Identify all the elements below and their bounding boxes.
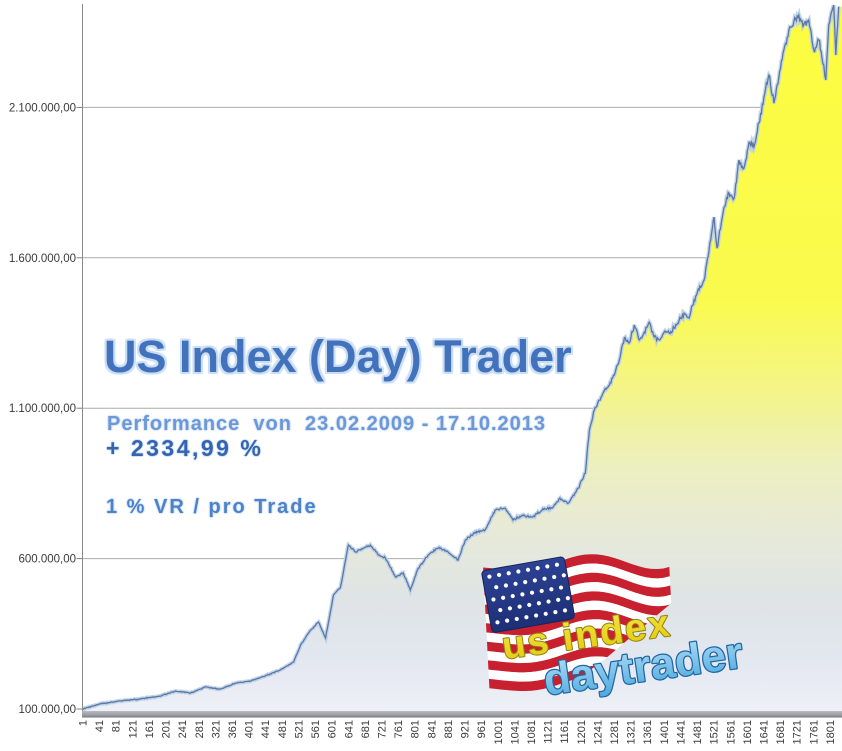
svg-text:361: 361	[227, 720, 239, 738]
svg-text:201: 201	[161, 720, 173, 738]
svg-text:841: 841	[426, 720, 438, 738]
svg-text:321: 321	[210, 720, 222, 738]
performance-period-label: Performance von 23.02.2009 - 17.10.2013	[107, 413, 547, 435]
svg-text:2.100.000,00: 2.100.000,00	[9, 102, 76, 114]
svg-text:1681: 1681	[775, 720, 787, 744]
svg-text:1801: 1801	[825, 720, 837, 744]
svg-text:1121: 1121	[543, 720, 555, 744]
svg-text:1561: 1561	[725, 720, 737, 744]
svg-text:1.600.000,00: 1.600.000,00	[9, 253, 76, 265]
svg-text:441: 441	[260, 720, 272, 738]
svg-text:721: 721	[377, 720, 389, 738]
svg-text:801: 801	[410, 720, 422, 738]
svg-text:1481: 1481	[692, 720, 704, 744]
svg-text:401: 401	[244, 720, 256, 738]
svg-text:1361: 1361	[642, 720, 654, 744]
svg-text:761: 761	[393, 720, 405, 738]
svg-text:600.000,00: 600.000,00	[18, 554, 76, 566]
svg-text:1161: 1161	[559, 720, 571, 744]
chart-title: US Index (Day) Trader	[104, 331, 572, 382]
svg-text:881: 881	[443, 720, 455, 738]
svg-text:161: 161	[144, 720, 156, 738]
svg-text:1281: 1281	[609, 720, 621, 744]
svg-text:1721: 1721	[792, 720, 804, 744]
svg-text:41: 41	[94, 720, 106, 732]
svg-text:241: 241	[177, 720, 189, 738]
svg-text:100.000,00: 100.000,00	[18, 704, 76, 716]
svg-text:1321: 1321	[626, 720, 638, 744]
svg-text:1001: 1001	[493, 720, 505, 744]
svg-text:1041: 1041	[509, 720, 521, 744]
svg-text:1761: 1761	[808, 720, 820, 744]
svg-text:1: 1	[78, 720, 90, 726]
svg-text:961: 961	[476, 720, 488, 738]
svg-text:81: 81	[111, 720, 123, 732]
performance-value: + 2334,99 %	[106, 435, 264, 461]
svg-text:521: 521	[293, 720, 305, 738]
us-flag-icon	[481, 554, 676, 692]
svg-text:1.100.000,00: 1.100.000,00	[9, 403, 76, 415]
usindex-daytrader-logo: us index daytrader	[481, 554, 747, 703]
svg-text:481: 481	[277, 720, 289, 738]
svg-text:561: 561	[310, 720, 322, 738]
svg-text:1441: 1441	[676, 720, 688, 744]
svg-text:1081: 1081	[526, 720, 538, 744]
svg-text:601: 601	[327, 720, 339, 738]
svg-text:1201: 1201	[576, 720, 588, 744]
svg-text:1641: 1641	[759, 720, 771, 744]
svg-text:281: 281	[194, 720, 206, 738]
risk-per-trade-note: 1 % VR / pro Trade	[106, 496, 318, 518]
svg-text:921: 921	[460, 720, 472, 738]
svg-text:681: 681	[360, 720, 372, 738]
svg-text:1521: 1521	[709, 720, 721, 744]
svg-text:121: 121	[127, 720, 139, 738]
svg-text:1241: 1241	[592, 720, 604, 744]
svg-text:641: 641	[343, 720, 355, 738]
svg-text:1601: 1601	[742, 720, 754, 744]
svg-text:1401: 1401	[659, 720, 671, 744]
